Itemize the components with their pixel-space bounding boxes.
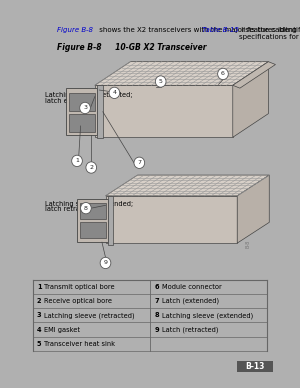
Text: 7: 7	[137, 160, 141, 165]
FancyBboxPatch shape	[80, 203, 106, 220]
Text: shows the X2 transceivers with the major features identified.: shows the X2 transceivers with the major…	[97, 27, 300, 33]
Text: 3: 3	[37, 312, 42, 319]
Text: 5: 5	[159, 79, 163, 84]
Text: Module connector: Module connector	[162, 284, 221, 290]
Text: Latch (extended): Latch (extended)	[162, 298, 219, 305]
Text: 1: 1	[37, 284, 42, 290]
Text: 10-GB X2 Transceiver: 10-GB X2 Transceiver	[102, 43, 206, 52]
Polygon shape	[106, 175, 269, 196]
FancyBboxPatch shape	[237, 361, 273, 372]
Polygon shape	[95, 85, 233, 137]
Polygon shape	[233, 62, 268, 137]
Text: 6: 6	[221, 71, 225, 76]
Polygon shape	[237, 175, 269, 243]
Text: Latching sleeve (extended): Latching sleeve (extended)	[162, 312, 253, 319]
Circle shape	[155, 76, 166, 87]
Text: 4: 4	[37, 327, 42, 333]
Text: 8: 8	[84, 206, 88, 211]
Polygon shape	[95, 62, 268, 85]
Text: latch retracted: latch retracted	[45, 206, 94, 212]
Circle shape	[72, 155, 83, 166]
Circle shape	[80, 102, 90, 114]
Text: Transceiver heat sink: Transceiver heat sink	[44, 341, 115, 347]
Polygon shape	[108, 196, 112, 245]
Text: Receive optical bore: Receive optical bore	[44, 298, 112, 304]
Text: 2: 2	[89, 165, 93, 170]
FancyBboxPatch shape	[66, 88, 98, 135]
Text: 5: 5	[37, 341, 41, 347]
Text: 9: 9	[103, 260, 107, 265]
Polygon shape	[233, 62, 275, 88]
FancyBboxPatch shape	[69, 114, 95, 132]
Text: 2: 2	[37, 298, 42, 304]
Text: Latching sleeve extended;: Latching sleeve extended;	[45, 201, 133, 206]
Text: 3: 3	[83, 106, 87, 111]
Text: 8: 8	[154, 312, 159, 319]
Circle shape	[86, 162, 97, 173]
Text: latch extended: latch extended	[45, 98, 95, 104]
Text: Table B-15: Table B-15	[202, 27, 239, 33]
Text: Figure B-8: Figure B-8	[57, 43, 102, 52]
Text: B-8: B-8	[245, 240, 250, 248]
Circle shape	[100, 257, 111, 268]
FancyBboxPatch shape	[77, 199, 108, 242]
Text: Transmit optical bore: Transmit optical bore	[44, 284, 115, 290]
Text: Latch (retracted): Latch (retracted)	[162, 326, 218, 333]
Text: Latching sleeve (retracted): Latching sleeve (retracted)	[44, 312, 135, 319]
Polygon shape	[106, 196, 237, 243]
Text: lists the cabling
specifications for the X2 transceivers.: lists the cabling specifications for the…	[239, 27, 300, 40]
Circle shape	[134, 157, 145, 168]
Circle shape	[218, 68, 228, 80]
Circle shape	[81, 203, 91, 214]
Text: B-13: B-13	[245, 362, 265, 371]
FancyBboxPatch shape	[69, 93, 95, 111]
Text: Latching sleeve retracted;: Latching sleeve retracted;	[45, 92, 133, 98]
Text: 9: 9	[154, 327, 159, 333]
Text: 1: 1	[75, 158, 79, 163]
FancyBboxPatch shape	[80, 222, 106, 238]
Text: Figure B-8: Figure B-8	[57, 27, 93, 33]
Text: EMI gasket: EMI gasket	[44, 327, 80, 333]
Circle shape	[109, 87, 120, 99]
Text: 7: 7	[154, 298, 159, 304]
Text: 4: 4	[112, 90, 116, 95]
Polygon shape	[98, 85, 103, 138]
Text: 6: 6	[154, 284, 159, 290]
